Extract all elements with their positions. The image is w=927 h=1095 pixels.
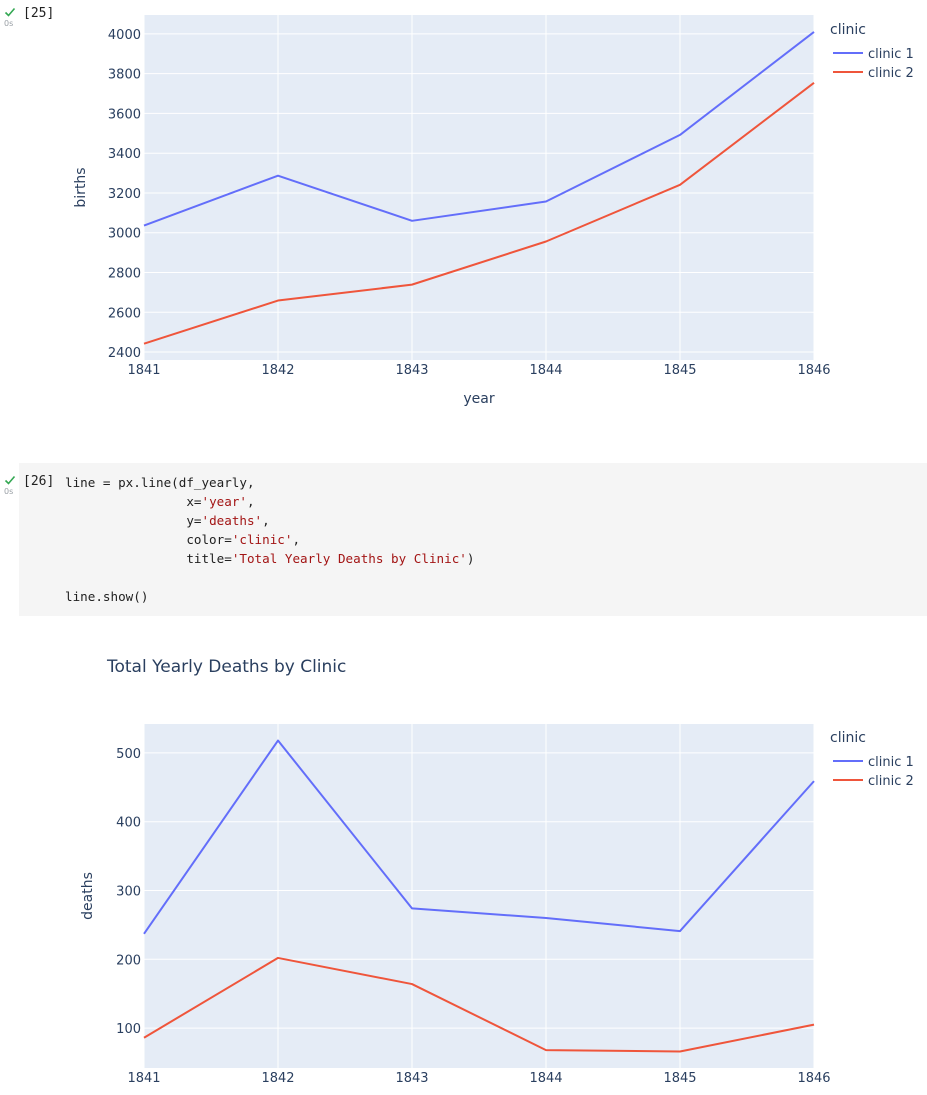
- legend-item-clinic-1[interactable]: clinic 1: [833, 755, 914, 770]
- x-tick-label: 1843: [395, 363, 428, 378]
- success-check-icon: [4, 7, 16, 17]
- x-axis-title: year: [463, 391, 494, 407]
- y-tick-label: 300: [116, 884, 141, 899]
- series-line-clinic-2[interactable]: [143, 82, 815, 345]
- series-line-clinic-1[interactable]: [143, 31, 815, 227]
- x-tick-label: 1841: [127, 1071, 160, 1086]
- y-axis-title: births: [73, 167, 89, 207]
- series-line-clinic-2[interactable]: [143, 956, 815, 1053]
- code-text: y=: [65, 513, 202, 528]
- x-tick-label: 1845: [663, 363, 696, 378]
- code-string: 'year': [201, 494, 247, 509]
- code-text: title=: [65, 551, 232, 566]
- legend-title: clinic: [830, 730, 866, 746]
- x-tick-label: 1844: [529, 1071, 562, 1086]
- code-text: ,: [292, 532, 301, 547]
- x-tick-label: 1845: [663, 1071, 696, 1086]
- code-text: line = px.line(df_yearly,: [65, 475, 255, 490]
- legend-title: clinic: [830, 22, 866, 38]
- chart-title: Total Yearly Deaths by Clinic: [107, 657, 347, 677]
- y-tick-label: 500: [116, 747, 141, 762]
- code-editor[interactable]: line = px.line(df_yearly, x='year', y='d…: [65, 473, 474, 606]
- code-text: x=: [65, 494, 202, 509]
- y-tick-label: 2600: [108, 306, 141, 321]
- code-text: ,: [246, 494, 255, 509]
- code-text: ,: [262, 513, 270, 528]
- legend-label: clinic 2: [868, 66, 914, 81]
- x-tick-label: 1841: [127, 363, 160, 378]
- code-text: ): [466, 551, 475, 566]
- cell-26-gutter: 0s [26]: [0, 470, 60, 510]
- cell-runtime: 0s: [4, 19, 14, 28]
- legend-item-clinic-2[interactable]: clinic 2: [833, 66, 914, 81]
- y-tick-label: 400: [116, 816, 141, 831]
- births-line-chart[interactable]: 2400 2600 2800 3000 3200 3400 3600 3800 4000 1841…: [0, 0, 927, 420]
- execution-count[interactable]: [26]: [23, 474, 55, 489]
- success-check-icon: [4, 475, 16, 485]
- y-tick-label: 3000: [108, 227, 141, 242]
- y-tick-label: 4000: [108, 28, 141, 43]
- code-string: 'Total Yearly Deaths by Clinic': [231, 551, 467, 566]
- execution-count[interactable]: [25]: [23, 6, 55, 21]
- x-tick-label: 1842: [261, 1071, 294, 1086]
- legend-label: clinic 2: [868, 774, 914, 789]
- deaths-line-chart[interactable]: 100 200 300 400 500 1841 1842 1843 1844 1845 1846 d…: [0, 700, 927, 1095]
- series-line-clinic-1[interactable]: [143, 739, 815, 935]
- x-tick-label: 1846: [797, 1071, 830, 1086]
- code-string: 'clinic': [231, 532, 293, 547]
- code-text: line.show(): [65, 589, 149, 604]
- y-tick-label: 100: [116, 1022, 141, 1037]
- y-tick-label: 2400: [108, 346, 141, 361]
- legend-label: clinic 1: [868, 755, 914, 770]
- y-tick-label: 2800: [108, 267, 141, 282]
- plot-area[interactable]: [144, 15, 814, 360]
- x-tick-label: 1843: [395, 1071, 428, 1086]
- y-tick-label: 3200: [108, 187, 141, 202]
- legend-label: clinic 1: [868, 47, 914, 62]
- y-tick-label: 3400: [108, 147, 141, 162]
- code-text: color=: [65, 532, 232, 547]
- y-tick-label: 3600: [108, 107, 141, 122]
- y-tick-label: 3800: [108, 68, 141, 83]
- code-cell-26[interactable]: line = px.line(df_yearly, x='year', y='d…: [19, 463, 927, 616]
- y-axis-title: deaths: [80, 872, 96, 920]
- x-tick-label: 1846: [797, 363, 830, 378]
- legend-item-clinic-2[interactable]: clinic 2: [833, 774, 914, 789]
- x-tick-label: 1844: [529, 363, 562, 378]
- plot-area[interactable]: [144, 724, 814, 1068]
- cell-runtime: 0s: [4, 487, 14, 496]
- cell-25-gutter: 0s [25]: [0, 0, 60, 40]
- x-tick-label: 1842: [261, 363, 294, 378]
- y-tick-label: 200: [116, 953, 141, 968]
- code-string: 'deaths': [201, 513, 263, 528]
- legend-item-clinic-1[interactable]: clinic 1: [833, 47, 914, 62]
